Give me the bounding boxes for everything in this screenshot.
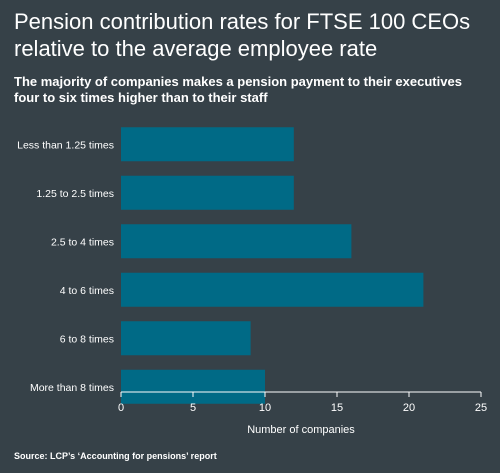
source-note: Source: LCP’s ‘Accounting for pensions’ … bbox=[14, 451, 217, 461]
bar bbox=[121, 127, 294, 162]
x-tick-label: 20 bbox=[403, 402, 415, 414]
category-labels: Less than 1.25 times 1.25 to 2.5 times 2.5… bbox=[17, 139, 114, 394]
bars-group bbox=[121, 127, 424, 404]
category-label: 6 to 8 times bbox=[60, 333, 114, 345]
x-tick-label: 5 bbox=[190, 402, 196, 414]
x-tick-label: 10 bbox=[259, 402, 271, 414]
category-label: 1.25 to 2.5 times bbox=[36, 188, 114, 200]
x-tick-label: 15 bbox=[331, 402, 343, 414]
x-axis-label: Number of companies bbox=[247, 424, 355, 436]
bar bbox=[121, 321, 251, 356]
category-label: 4 to 6 times bbox=[60, 285, 114, 297]
bar bbox=[121, 369, 265, 404]
bar bbox=[121, 224, 352, 259]
category-label: 2.5 to 4 times bbox=[51, 236, 114, 248]
x-axis-ticks: 0 5 10 15 20 25 bbox=[118, 392, 487, 414]
x-tick-label: 25 bbox=[475, 402, 487, 414]
x-tick-label: 0 bbox=[118, 402, 124, 414]
bar bbox=[121, 175, 294, 210]
category-label: Less than 1.25 times bbox=[17, 139, 114, 151]
chart-subtitle: The majority of companies makes a pensio… bbox=[14, 74, 462, 105]
category-label: More than 8 times bbox=[30, 382, 114, 394]
bar bbox=[121, 272, 424, 307]
chart-title: Pension contribution rates for FTSE 100 … bbox=[14, 9, 471, 61]
